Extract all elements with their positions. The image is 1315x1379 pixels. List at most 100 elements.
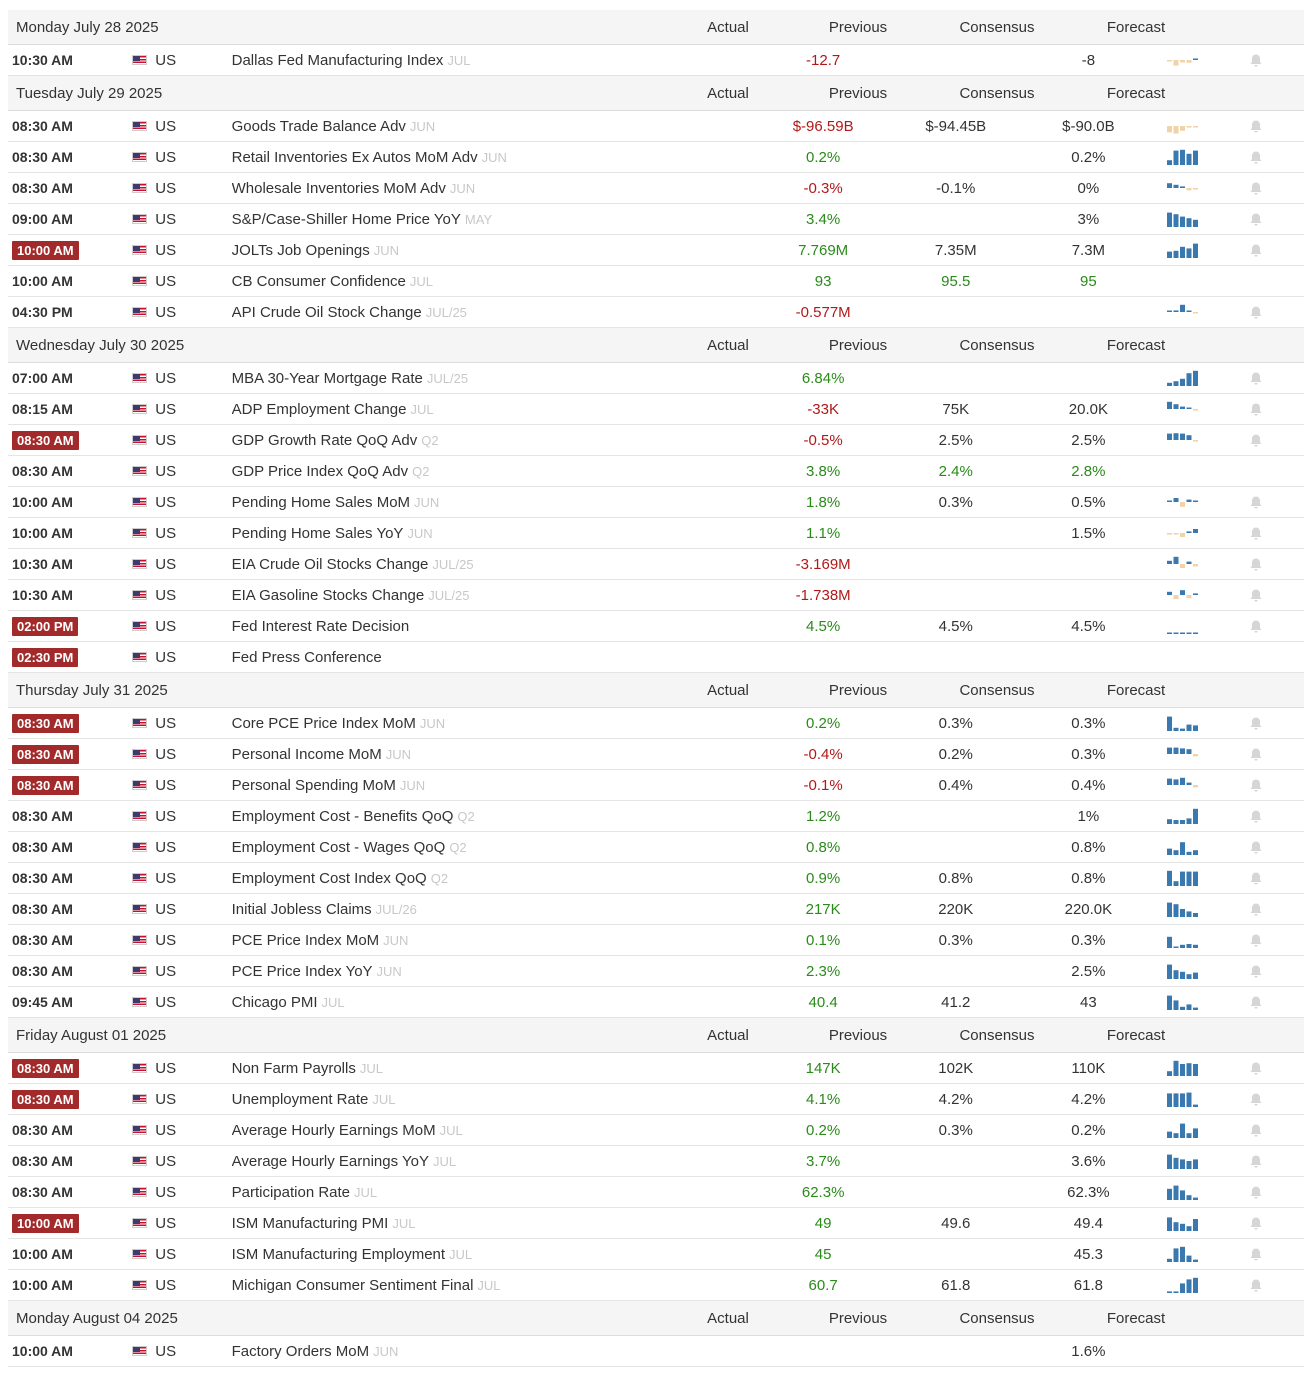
event-name-link[interactable]: Employment Cost - Benefits QoQ (231, 807, 454, 825)
bell-icon[interactable] (1249, 150, 1263, 165)
bell-icon[interactable] (1249, 933, 1263, 948)
event-row[interactable]: 10:30 AM US EIA Gasoline Stocks Change JUL/… (8, 580, 1304, 611)
event-row[interactable]: 08:30 AM US PCE Price Index MoM JUN 0.1% 0.3%… (8, 925, 1304, 956)
bell-icon[interactable] (1249, 1278, 1263, 1293)
event-name-link[interactable]: MBA 30-Year Mortgage Rate (231, 369, 423, 387)
event-row[interactable]: 08:30 AM US Goods Trade Balance Adv JUN $-96… (8, 111, 1304, 142)
bell-icon[interactable] (1249, 53, 1263, 68)
bell-icon[interactable] (1249, 305, 1263, 320)
event-name-link[interactable]: Average Hourly Earnings YoY (231, 1152, 429, 1170)
bell-icon[interactable] (1249, 212, 1263, 227)
event-name-link[interactable]: ADP Employment Change (231, 400, 407, 418)
event-name-link[interactable]: Factory Orders MoM (231, 1342, 370, 1360)
event-name-link[interactable]: Personal Spending MoM (231, 776, 396, 794)
event-name-link[interactable]: S&P/Case-Shiller Home Price YoY (231, 210, 461, 228)
event-name-link[interactable]: ISM Manufacturing Employment (231, 1245, 446, 1263)
event-row[interactable]: 08:30 AM US Personal Income MoM JUN -0.4% 0.2… (8, 739, 1304, 770)
event-row[interactable]: 08:30 AM US GDP Price Index QoQ Adv Q2 3.8% 2… (8, 456, 1304, 487)
event-name-link[interactable]: Dallas Fed Manufacturing Index (231, 51, 444, 69)
event-row[interactable]: 08:30 AM US Non Farm Payrolls JUL 147K 102K 11… (8, 1053, 1304, 1084)
bell-icon[interactable] (1249, 557, 1263, 572)
event-name-link[interactable]: Pending Home Sales MoM (231, 493, 411, 511)
event-row[interactable]: 08:15 AM US ADP Employment Change JUL -33K 75… (8, 394, 1304, 425)
bell-icon[interactable] (1249, 747, 1263, 762)
event-name-link[interactable]: Fed Press Conference (231, 648, 382, 666)
event-name-link[interactable]: JOLTs Job Openings (231, 241, 370, 259)
event-name-link[interactable]: EIA Crude Oil Stocks Change (231, 555, 429, 573)
event-row[interactable]: 07:00 AM US MBA 30-Year Mortgage Rate JUL/2… (8, 363, 1304, 394)
event-row[interactable]: 10:00 AM US CB Consumer Confidence JUL 93 95.… (8, 266, 1304, 297)
bell-icon[interactable] (1249, 119, 1263, 134)
event-name-link[interactable]: Core PCE Price Index MoM (231, 714, 416, 732)
bell-icon[interactable] (1249, 1216, 1263, 1231)
event-row[interactable]: 08:30 AM US Wholesale Inventories MoM Adv J… (8, 173, 1304, 204)
event-row[interactable]: 08:30 AM US Employment Cost - Wages QoQ Q2 0… (8, 832, 1304, 863)
bell-icon[interactable] (1249, 1061, 1263, 1076)
event-name-link[interactable]: GDP Growth Rate QoQ Adv (231, 431, 418, 449)
bell-icon[interactable] (1249, 716, 1263, 731)
event-row[interactable]: 08:30 AM US Employment Cost - Benefits QoQ… (8, 801, 1304, 832)
event-name-link[interactable]: Michigan Consumer Sentiment Final (231, 1276, 474, 1294)
event-name-link[interactable]: EIA Gasoline Stocks Change (231, 586, 425, 604)
bell-icon[interactable] (1249, 840, 1263, 855)
event-name-link[interactable]: Goods Trade Balance Adv (231, 117, 406, 135)
bell-icon[interactable] (1249, 1154, 1263, 1169)
event-row[interactable]: 04:30 PM US API Crude Oil Stock Change JUL/… (8, 297, 1304, 328)
bell-icon[interactable] (1249, 588, 1263, 603)
bell-icon[interactable] (1249, 1092, 1263, 1107)
bell-icon[interactable] (1249, 402, 1263, 417)
bell-icon[interactable] (1249, 495, 1263, 510)
event-row[interactable]: 10:00 AM US Michigan Consumer Sentiment Fi… (8, 1270, 1304, 1301)
event-row[interactable]: 10:30 AM US Dallas Fed Manufacturing Index… (8, 45, 1304, 76)
event-row[interactable]: 10:00 AM US Pending Home Sales MoM JUN 1.8% 0… (8, 487, 1304, 518)
event-row[interactable]: 02:00 PM US Fed Interest Rate Decision 4.5%… (8, 611, 1304, 642)
bell-icon[interactable] (1249, 433, 1263, 448)
event-name-link[interactable]: Personal Income MoM (231, 745, 382, 763)
bell-icon[interactable] (1249, 243, 1263, 258)
event-name-link[interactable]: Unemployment Rate (231, 1090, 369, 1108)
event-row[interactable]: 08:30 AM US Average Hourly Earnings MoM JUL… (8, 1115, 1304, 1146)
bell-icon[interactable] (1249, 902, 1263, 917)
bell-icon[interactable] (1249, 964, 1263, 979)
event-name-link[interactable]: PCE Price Index MoM (231, 931, 380, 949)
event-name-link[interactable]: API Crude Oil Stock Change (231, 303, 422, 321)
event-name-link[interactable]: Pending Home Sales YoY (231, 524, 404, 542)
bell-icon[interactable] (1249, 1123, 1263, 1138)
event-row[interactable]: 09:00 AM US S&P/Case-Shiller Home Price Yo… (8, 204, 1304, 235)
bell-icon[interactable] (1249, 371, 1263, 386)
event-name-link[interactable]: Fed Interest Rate Decision (231, 617, 410, 635)
event-name-link[interactable]: Employment Cost Index QoQ (231, 869, 427, 887)
bell-icon[interactable] (1249, 619, 1263, 634)
event-name-link[interactable]: Chicago PMI (231, 993, 318, 1011)
event-row[interactable]: 08:30 AM US Personal Spending MoM JUN -0.1% 0… (8, 770, 1304, 801)
bell-icon[interactable] (1249, 809, 1263, 824)
event-row[interactable]: 10:00 AM US Factory Orders MoM JUN 1.6% (8, 1336, 1304, 1367)
event-row[interactable]: 08:30 AM US Retail Inventories Ex Autos Mo… (8, 142, 1304, 173)
event-row[interactable]: 02:30 PM US Fed Press Conference (8, 642, 1304, 673)
event-name-link[interactable]: Wholesale Inventories MoM Adv (231, 179, 446, 197)
event-row[interactable]: 09:45 AM US Chicago PMI JUL 40.4 41.2 43 (8, 987, 1304, 1018)
bell-icon[interactable] (1249, 181, 1263, 196)
event-name-link[interactable]: Retail Inventories Ex Autos MoM Adv (231, 148, 478, 166)
event-name-link[interactable]: ISM Manufacturing PMI (231, 1214, 389, 1232)
event-row[interactable]: 10:00 AM US JOLTs Job Openings JUN 7.769M 7.3… (8, 235, 1304, 266)
event-name-link[interactable]: Employment Cost - Wages QoQ (231, 838, 446, 856)
bell-icon[interactable] (1249, 995, 1263, 1010)
event-name-link[interactable]: Non Farm Payrolls (231, 1059, 356, 1077)
event-name-link[interactable]: Participation Rate (231, 1183, 351, 1201)
event-row[interactable]: 08:30 AM US Average Hourly Earnings YoY JUL… (8, 1146, 1304, 1177)
event-name-link[interactable]: GDP Price Index QoQ Adv (231, 462, 409, 480)
bell-icon[interactable] (1249, 1185, 1263, 1200)
event-row[interactable]: 10:00 AM US ISM Manufacturing Employment JU… (8, 1239, 1304, 1270)
event-name-link[interactable]: PCE Price Index YoY (231, 962, 373, 980)
event-row[interactable]: 10:00 AM US Pending Home Sales YoY JUN 1.1% 1… (8, 518, 1304, 549)
bell-icon[interactable] (1249, 526, 1263, 541)
event-name-link[interactable]: Initial Jobless Claims (231, 900, 372, 918)
event-row[interactable]: 08:30 AM US Unemployment Rate JUL 4.1% 4.2% 4.… (8, 1084, 1304, 1115)
event-name-link[interactable]: Average Hourly Earnings MoM (231, 1121, 436, 1139)
event-row[interactable]: 08:30 AM US Core PCE Price Index MoM JUN 0.2… (8, 708, 1304, 739)
event-row[interactable]: 08:30 AM US GDP Growth Rate QoQ Adv Q2 -0.5%… (8, 425, 1304, 456)
event-row[interactable]: 08:30 AM US Employment Cost Index QoQ Q2 0.9… (8, 863, 1304, 894)
event-row[interactable]: 10:00 AM US ISM Manufacturing PMI JUL 49 49.6… (8, 1208, 1304, 1239)
event-name-link[interactable]: CB Consumer Confidence (231, 272, 406, 290)
